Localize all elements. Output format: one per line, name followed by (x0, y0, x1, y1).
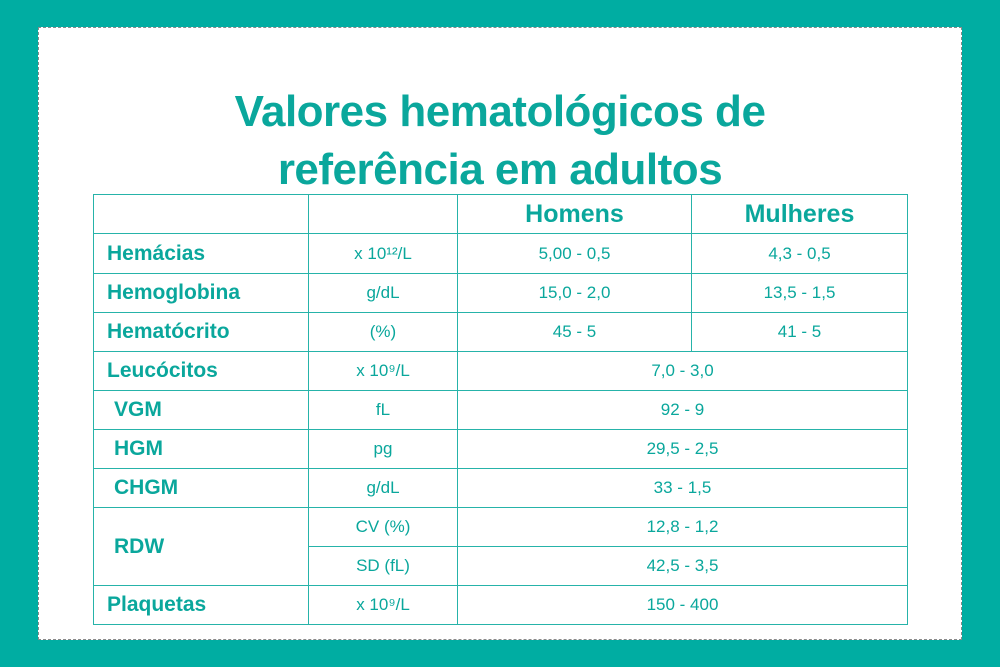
value-cell: 33 - 1,5 (457, 468, 908, 508)
unit-cell: g/dL (308, 468, 458, 508)
value-cell: 29,5 - 2,5 (457, 429, 908, 469)
reference-values-table: Homens Mulheres Hemácias x 10¹²/L 5,00 -… (93, 194, 908, 625)
value-cell: 150 - 400 (457, 585, 908, 625)
table-row: Plaquetas x 10⁹/L 150 - 400 (93, 585, 908, 625)
table-header-row: Homens Mulheres (93, 194, 908, 234)
header-women: Mulheres (691, 194, 908, 234)
table-row: Hemoglobina g/dL 15,0 - 2,0 13,5 - 1,5 (93, 273, 908, 313)
value-cell: 92 - 9 (457, 390, 908, 430)
title-line-1: Valores hematológicos de (234, 87, 766, 136)
men-value-cell: 15,0 - 2,0 (457, 273, 692, 313)
param-cell: Hemoglobina (93, 273, 309, 313)
table-row: HGM pg 29,5 - 2,5 (93, 429, 908, 469)
unit-cell: x 10⁹/L (308, 351, 458, 391)
unit-cell: fL (308, 390, 458, 430)
women-value-cell: 13,5 - 1,5 (691, 273, 908, 313)
women-value-cell: 41 - 5 (691, 312, 908, 352)
unit-cell: (%) (308, 312, 458, 352)
table-row: CHGM g/dL 33 - 1,5 (93, 468, 908, 508)
param-cell: CHGM (93, 468, 309, 508)
value-cell: 7,0 - 3,0 (457, 351, 908, 391)
header-men: Homens (457, 194, 692, 234)
header-param (93, 194, 309, 234)
param-cell: Leucócitos (93, 351, 309, 391)
unit-cell: CV (%) (308, 507, 458, 547)
param-cell: HGM (93, 429, 309, 469)
men-value-cell: 45 - 5 (457, 312, 692, 352)
param-cell: Hemácias (93, 233, 309, 274)
param-cell: VGM (93, 390, 309, 430)
women-value-cell: 4,3 - 0,5 (691, 233, 908, 274)
men-value-cell: 5,00 - 0,5 (457, 233, 692, 274)
param-cell: RDW (93, 507, 309, 586)
page-title: Valores hematológicos de referência em a… (39, 83, 961, 199)
unit-cell: x 10¹²/L (308, 233, 458, 274)
header-unit (308, 194, 458, 234)
unit-cell: x 10⁹/L (308, 585, 458, 625)
unit-cell: SD (fL) (308, 546, 458, 586)
table-row: RDW CV (%) 12,8 - 1,2 (93, 507, 908, 586)
value-cell: 12,8 - 1,2 (457, 507, 908, 547)
table-row: Leucócitos x 10⁹/L 7,0 - 3,0 (93, 351, 908, 391)
table-row: VGM fL 92 - 9 (93, 390, 908, 430)
table-row: Hematócrito (%) 45 - 5 41 - 5 (93, 312, 908, 352)
unit-cell: pg (308, 429, 458, 469)
param-cell: Hematócrito (93, 312, 309, 352)
unit-cell: g/dL (308, 273, 458, 313)
title-line-2: referência em adultos (277, 145, 723, 194)
param-cell: Plaquetas (93, 585, 309, 625)
table-row: Hemácias x 10¹²/L 5,00 - 0,5 4,3 - 0,5 (93, 233, 908, 274)
value-cell: 42,5 - 3,5 (457, 546, 908, 586)
